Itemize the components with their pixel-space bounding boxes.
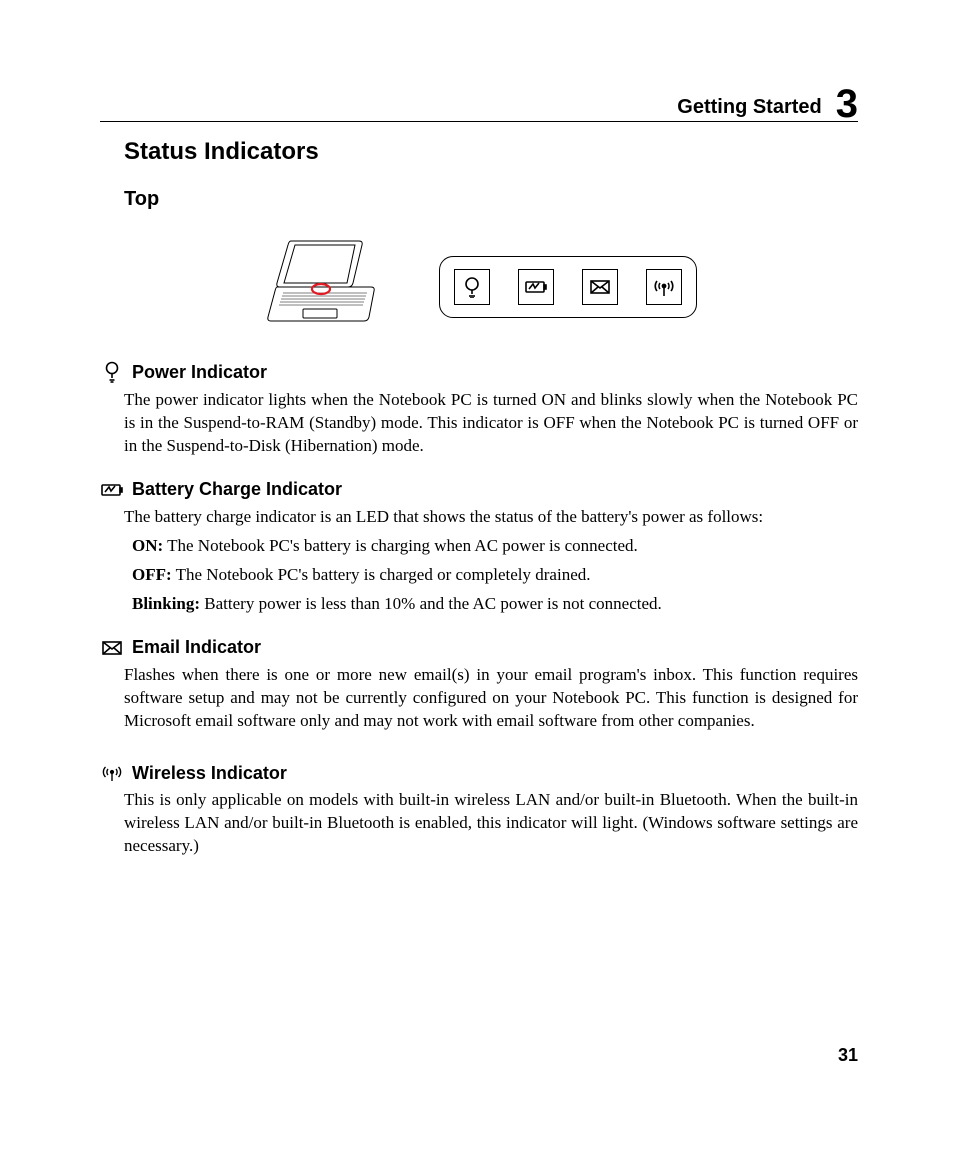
panel-wireless-icon <box>646 269 682 305</box>
power-indicator-title: Power Indicator <box>132 360 267 384</box>
email-indicator-title: Email Indicator <box>132 635 261 659</box>
battery-indicator-section: Battery Charge Indicator The battery cha… <box>100 477 858 615</box>
battery-blinking-desc: Battery power is less than 10% and the A… <box>204 594 661 613</box>
email-indicator-section: Email Indicator Flashes when there is on… <box>100 635 858 732</box>
panel-battery-icon <box>518 269 554 305</box>
power-indicator-section: Power Indicator The power indicator ligh… <box>100 360 858 457</box>
battery-indicator-title: Battery Charge Indicator <box>132 477 342 501</box>
wireless-indicator-body: This is only applicable on models with b… <box>124 789 858 858</box>
battery-icon <box>100 483 124 497</box>
power-indicator-body: The power indicator lights when the Note… <box>124 389 858 458</box>
battery-off-row: OFF: The Notebook PC's battery is charge… <box>132 564 858 587</box>
wireless-icon <box>100 764 124 782</box>
subsection-title: Top <box>124 186 858 213</box>
battery-indicator-intro: The battery charge indicator is an LED t… <box>124 506 858 529</box>
chapter-number: 3 <box>836 84 858 124</box>
battery-blinking-row: Blinking: Battery power is less than 10%… <box>132 593 858 616</box>
indicator-icon-panel <box>439 256 697 318</box>
battery-on-term: ON: <box>132 536 163 555</box>
battery-off-desc: The Notebook PC's battery is charged or … <box>176 565 591 584</box>
power-icon <box>100 361 124 383</box>
section-title: Status Indicators <box>124 136 858 168</box>
battery-on-desc: The Notebook PC's battery is charging wh… <box>167 536 638 555</box>
email-icon <box>100 641 124 655</box>
email-indicator-body: Flashes when there is one or more new em… <box>124 664 858 733</box>
page-number: 31 <box>838 1043 858 1067</box>
battery-blinking-term: Blinking: <box>132 594 200 613</box>
battery-on-row: ON: The Notebook PC's battery is chargin… <box>132 535 858 558</box>
battery-off-term: OFF: <box>132 565 172 584</box>
wireless-indicator-section: Wireless Indicator This is only applicab… <box>100 761 858 858</box>
manual-page: Getting Started 3 Status Indicators Top <box>0 0 954 1155</box>
panel-email-icon <box>582 269 618 305</box>
chapter-title: Getting Started <box>677 94 821 121</box>
laptop-illustration <box>261 233 391 340</box>
top-figure-row <box>100 233 858 340</box>
wireless-indicator-title: Wireless Indicator <box>132 761 287 785</box>
page-header-rule: Getting Started 3 <box>100 78 858 122</box>
panel-power-icon <box>454 269 490 305</box>
